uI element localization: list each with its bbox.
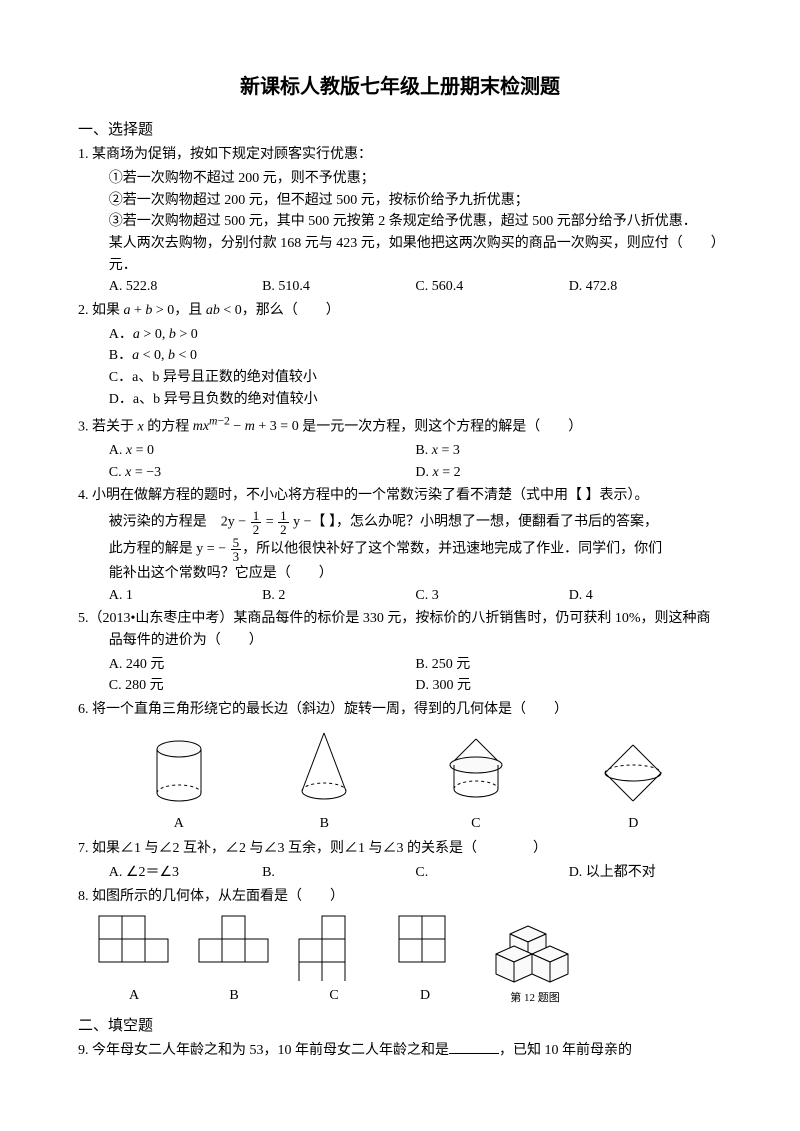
q5-opt-b[interactable]: B. 250 元 <box>415 654 722 676</box>
q4-line1: 4. 小明在做解方程的题时，不小心将方程中的一个常数污染了看不清楚（式中用【 】… <box>78 485 722 507</box>
q4-opt-b[interactable]: B. 2 <box>262 585 415 607</box>
q6-fig-b[interactable]: B <box>294 729 354 835</box>
q5-opts-row1: A. 240 元 B. 250 元 <box>78 654 722 676</box>
q4-opt-c[interactable]: C. 3 <box>415 585 568 607</box>
q8-fig-a[interactable]: A <box>98 915 170 1007</box>
q1-rule2: ②若一次购物超过 200 元，但不超过 500 元，按标价给予九折优惠； <box>78 190 722 212</box>
q2-opt-d[interactable]: D．a、b 异号且负数的绝对值较小 <box>78 389 722 411</box>
view-c-icon <box>298 915 370 981</box>
q7-opt-c[interactable]: C. <box>415 862 568 884</box>
q4-options: A. 1 B. 2 C. 3 D. 4 <box>78 585 722 607</box>
q8-fig-b[interactable]: B <box>198 915 270 1007</box>
q2-stem: 2. 如果 a + b > 0，且 ab < 0，那么（ ） <box>78 300 722 322</box>
section-2-heading: 二、填空题 <box>78 1015 722 1038</box>
q1-opt-d[interactable]: D. 472.8 <box>569 276 722 298</box>
q6-fig-c[interactable]: C <box>440 735 512 835</box>
q3-opt-a[interactable]: A. x = 0 <box>109 440 416 462</box>
q8-iso-caption: 第 12 题图 <box>510 990 560 1007</box>
q6-fig-d[interactable]: D <box>597 741 669 835</box>
q5-opts-row2: C. 280 元 D. 300 元 <box>78 675 722 697</box>
q6-figures: A B C D <box>78 723 722 837</box>
q3-opt-d[interactable]: D. x = 2 <box>415 462 722 484</box>
q1-rule1: ①若一次购物不超过 200 元，则不予优惠； <box>78 168 722 190</box>
q5-stem: 5.（2013•山东枣庄中考）某商品每件的标价是 330 元，按标价的八折销售时… <box>78 608 722 651</box>
bicone-icon <box>597 741 669 807</box>
q9-stem: 9. 今年母女二人年龄之和为 53，10 年前母女二人年龄之和是，已知 10 年… <box>78 1040 722 1062</box>
q3-opts-row2: C. x = −3 D. x = 2 <box>78 462 722 484</box>
q8-fig-c[interactable]: C <box>298 915 370 1007</box>
cone-icon <box>294 729 354 807</box>
q5-opt-c[interactable]: C. 280 元 <box>109 675 416 697</box>
view-b-icon <box>198 915 270 981</box>
q4-line4: 能补出这个常数吗？它应是（ ） <box>78 563 722 585</box>
q5-opt-a[interactable]: A. 240 元 <box>109 654 416 676</box>
q3-opt-c[interactable]: C. x = −3 <box>109 462 416 484</box>
q7-stem: 7. 如果∠1 与∠2 互补，∠2 与∠3 互余，则∠1 与∠3 的关系是（ ） <box>78 838 722 860</box>
q5-opt-d[interactable]: D. 300 元 <box>415 675 722 697</box>
q3-opts-row1: A. x = 0 B. x = 3 <box>78 440 722 462</box>
page-title: 新课标人教版七年级上册期末检测题 <box>78 72 722 103</box>
q1-opt-b[interactable]: B. 510.4 <box>262 276 415 298</box>
q7-options: A. ∠2＝∠3 B. C. D. 以上都不对 <box>78 862 722 884</box>
isometric-cubes-icon <box>492 920 578 988</box>
q7-opt-a[interactable]: A. ∠2＝∠3 <box>109 862 262 884</box>
q3-stem: 3. 若关于 x 的方程 mxm−2 − m + 3 = 0 是一元一次方程，则… <box>78 413 722 438</box>
view-a-icon <box>98 915 170 981</box>
q1-options: A. 522.8 B. 510.4 C. 560.4 D. 472.8 <box>78 276 722 298</box>
q1-stem: 1. 某商场为促销，按如下规定对顾客实行优惠： <box>78 144 722 166</box>
q8-fig-d[interactable]: D <box>398 915 452 1007</box>
q1-rule4: 某人两次去购物，分别付款 168 元与 423 元，如果他把这两次购买的商品一次… <box>78 233 722 276</box>
q1-rule3: ③若一次购物超过 500 元，其中 500 元按第 2 条规定给予优惠，超过 5… <box>78 211 722 233</box>
q1-opt-c[interactable]: C. 560.4 <box>415 276 568 298</box>
q7-opt-d[interactable]: D. 以上都不对 <box>569 862 722 884</box>
cone-on-cylinder-icon <box>440 735 512 807</box>
q9-blank[interactable] <box>449 1040 499 1054</box>
view-d-icon <box>398 915 452 981</box>
q2-opt-b[interactable]: B．a < 0, b < 0 <box>78 345 722 367</box>
q7-opt-b[interactable]: B. <box>262 862 415 884</box>
q3-opt-b[interactable]: B. x = 3 <box>415 440 722 462</box>
q4-opt-d[interactable]: D. 4 <box>569 585 722 607</box>
q6-stem: 6. 将一个直角三角形绕它的最长边（斜边）旋转一周，得到的几何体是（ ） <box>78 699 722 721</box>
q4-opt-a[interactable]: A. 1 <box>109 585 262 607</box>
q2-opt-c[interactable]: C．a、b 异号且正数的绝对值较小 <box>78 367 722 389</box>
q6-fig-a[interactable]: A <box>149 737 209 835</box>
q1-opt-a[interactable]: A. 522.8 <box>109 276 262 298</box>
cylinder-icon <box>149 737 209 807</box>
q2-opt-a[interactable]: A．a > 0, b > 0 <box>78 324 722 346</box>
q8-stem: 8. 如图所示的几何体，从左面看是（ ） <box>78 886 722 908</box>
q4-line2: 被污染的方程是 2y − 12 = 12 y −【 】，怎么办呢？小明想了一想，… <box>78 509 722 536</box>
q8-figures: A B C D <box>78 909 722 1009</box>
q8-iso-figure: 第 12 题图 <box>492 920 578 1007</box>
section-1-heading: 一、选择题 <box>78 119 722 142</box>
q4-line3: 此方程的解是 y = − 53，所以他很快补好了这个常数，并迅速地完成了作业．同… <box>78 536 722 563</box>
